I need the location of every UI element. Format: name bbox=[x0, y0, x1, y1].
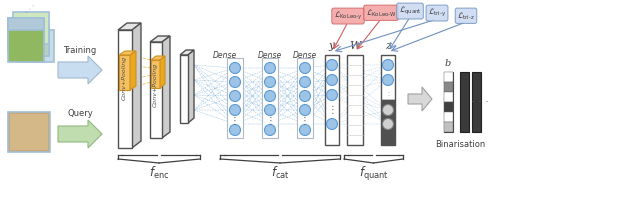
Polygon shape bbox=[119, 51, 136, 55]
Text: b: b bbox=[445, 59, 451, 68]
Circle shape bbox=[300, 90, 310, 102]
Text: $\mathcal{L}_{\mathrm{KoLeo\text{-}y}}$: $\mathcal{L}_{\mathrm{KoLeo\text{-}y}}$ bbox=[333, 10, 362, 22]
Circle shape bbox=[230, 90, 241, 102]
Polygon shape bbox=[118, 23, 141, 30]
Circle shape bbox=[300, 63, 310, 73]
Circle shape bbox=[383, 118, 394, 129]
Bar bbox=[10, 114, 48, 150]
Text: ⋮: ⋮ bbox=[230, 116, 240, 126]
Bar bbox=[444, 92, 453, 102]
Text: y: y bbox=[329, 41, 335, 51]
Circle shape bbox=[300, 105, 310, 115]
Text: ⋮: ⋮ bbox=[265, 116, 275, 126]
Polygon shape bbox=[160, 56, 165, 88]
Circle shape bbox=[326, 89, 337, 101]
Circle shape bbox=[230, 105, 241, 115]
Bar bbox=[472, 72, 481, 132]
Circle shape bbox=[383, 60, 394, 70]
Circle shape bbox=[230, 63, 241, 73]
Text: Binarisation: Binarisation bbox=[435, 140, 485, 149]
Text: . . .: . . . bbox=[24, 2, 36, 14]
Bar bbox=[347, 55, 363, 145]
Text: Dense: Dense bbox=[213, 51, 237, 60]
Bar bbox=[18, 30, 54, 62]
Bar bbox=[8, 112, 50, 152]
Bar bbox=[444, 112, 453, 122]
Circle shape bbox=[300, 125, 310, 135]
Circle shape bbox=[264, 105, 275, 115]
Bar bbox=[444, 72, 453, 82]
Bar bbox=[13, 12, 49, 44]
Bar bbox=[262, 58, 278, 138]
Text: $f_\mathrm{quant}$: $f_\mathrm{quant}$ bbox=[358, 165, 388, 183]
Polygon shape bbox=[162, 36, 170, 138]
Bar bbox=[13, 24, 49, 56]
Bar bbox=[444, 122, 453, 132]
Circle shape bbox=[326, 60, 337, 70]
Polygon shape bbox=[188, 50, 194, 123]
Circle shape bbox=[230, 76, 241, 88]
Text: . . .: . . . bbox=[471, 94, 489, 104]
Circle shape bbox=[264, 125, 275, 135]
Bar bbox=[8, 30, 44, 62]
Bar bbox=[118, 30, 132, 148]
Bar bbox=[381, 100, 395, 145]
Text: $f_\mathrm{cat}$: $f_\mathrm{cat}$ bbox=[271, 165, 289, 181]
Text: $\mathcal{L}_{\mathrm{tri\text{-}y}}$: $\mathcal{L}_{\mathrm{tri\text{-}y}}$ bbox=[428, 7, 446, 19]
Text: W: W bbox=[349, 41, 361, 51]
Text: $\mathcal{L}_{\mathrm{tri\text{-}z}}$: $\mathcal{L}_{\mathrm{tri\text{-}z}}$ bbox=[457, 10, 475, 22]
Bar bbox=[444, 82, 453, 92]
Circle shape bbox=[300, 76, 310, 88]
Text: Query: Query bbox=[67, 109, 93, 118]
Polygon shape bbox=[151, 56, 165, 60]
Text: ⋮: ⋮ bbox=[383, 91, 393, 101]
Bar bbox=[10, 20, 42, 48]
Text: Dense: Dense bbox=[258, 51, 282, 60]
Bar bbox=[150, 42, 162, 138]
Bar bbox=[20, 32, 52, 60]
Polygon shape bbox=[132, 23, 141, 148]
Text: ⋮: ⋮ bbox=[327, 105, 337, 115]
Bar bbox=[15, 26, 47, 54]
Text: z: z bbox=[385, 41, 391, 51]
Bar bbox=[381, 55, 395, 100]
Polygon shape bbox=[150, 36, 170, 42]
Circle shape bbox=[230, 125, 241, 135]
Bar bbox=[444, 72, 453, 132]
Circle shape bbox=[326, 118, 337, 129]
Bar bbox=[180, 55, 188, 123]
Text: ⋮: ⋮ bbox=[300, 116, 310, 126]
Bar bbox=[8, 18, 44, 50]
Polygon shape bbox=[58, 120, 102, 148]
Bar bbox=[227, 58, 243, 138]
Text: Dense: Dense bbox=[293, 51, 317, 60]
Text: $\mathcal{L}_{\mathrm{KoLeo\text{-}W}}$: $\mathcal{L}_{\mathrm{KoLeo\text{-}W}}$ bbox=[365, 7, 396, 18]
Polygon shape bbox=[58, 56, 102, 84]
Bar bbox=[460, 72, 469, 132]
Text: $\mathcal{L}_{\mathrm{quant}}$: $\mathcal{L}_{\mathrm{quant}}$ bbox=[399, 5, 421, 17]
Bar bbox=[151, 60, 160, 88]
Text: Conv+Pooling: Conv+Pooling bbox=[122, 56, 127, 100]
Circle shape bbox=[326, 74, 337, 86]
Circle shape bbox=[264, 63, 275, 73]
Bar bbox=[325, 55, 339, 145]
Circle shape bbox=[383, 105, 394, 115]
Bar bbox=[119, 55, 130, 90]
Polygon shape bbox=[408, 87, 432, 111]
Bar bbox=[444, 102, 453, 112]
Polygon shape bbox=[180, 50, 194, 55]
Bar bbox=[297, 58, 313, 138]
Circle shape bbox=[264, 76, 275, 88]
Circle shape bbox=[383, 74, 394, 86]
Text: Conv+Pooling: Conv+Pooling bbox=[152, 63, 157, 107]
Text: Training: Training bbox=[63, 46, 97, 55]
Circle shape bbox=[264, 90, 275, 102]
Bar bbox=[8, 18, 44, 50]
Text: $f_\mathrm{enc}$: $f_\mathrm{enc}$ bbox=[148, 165, 169, 181]
Polygon shape bbox=[130, 51, 136, 90]
